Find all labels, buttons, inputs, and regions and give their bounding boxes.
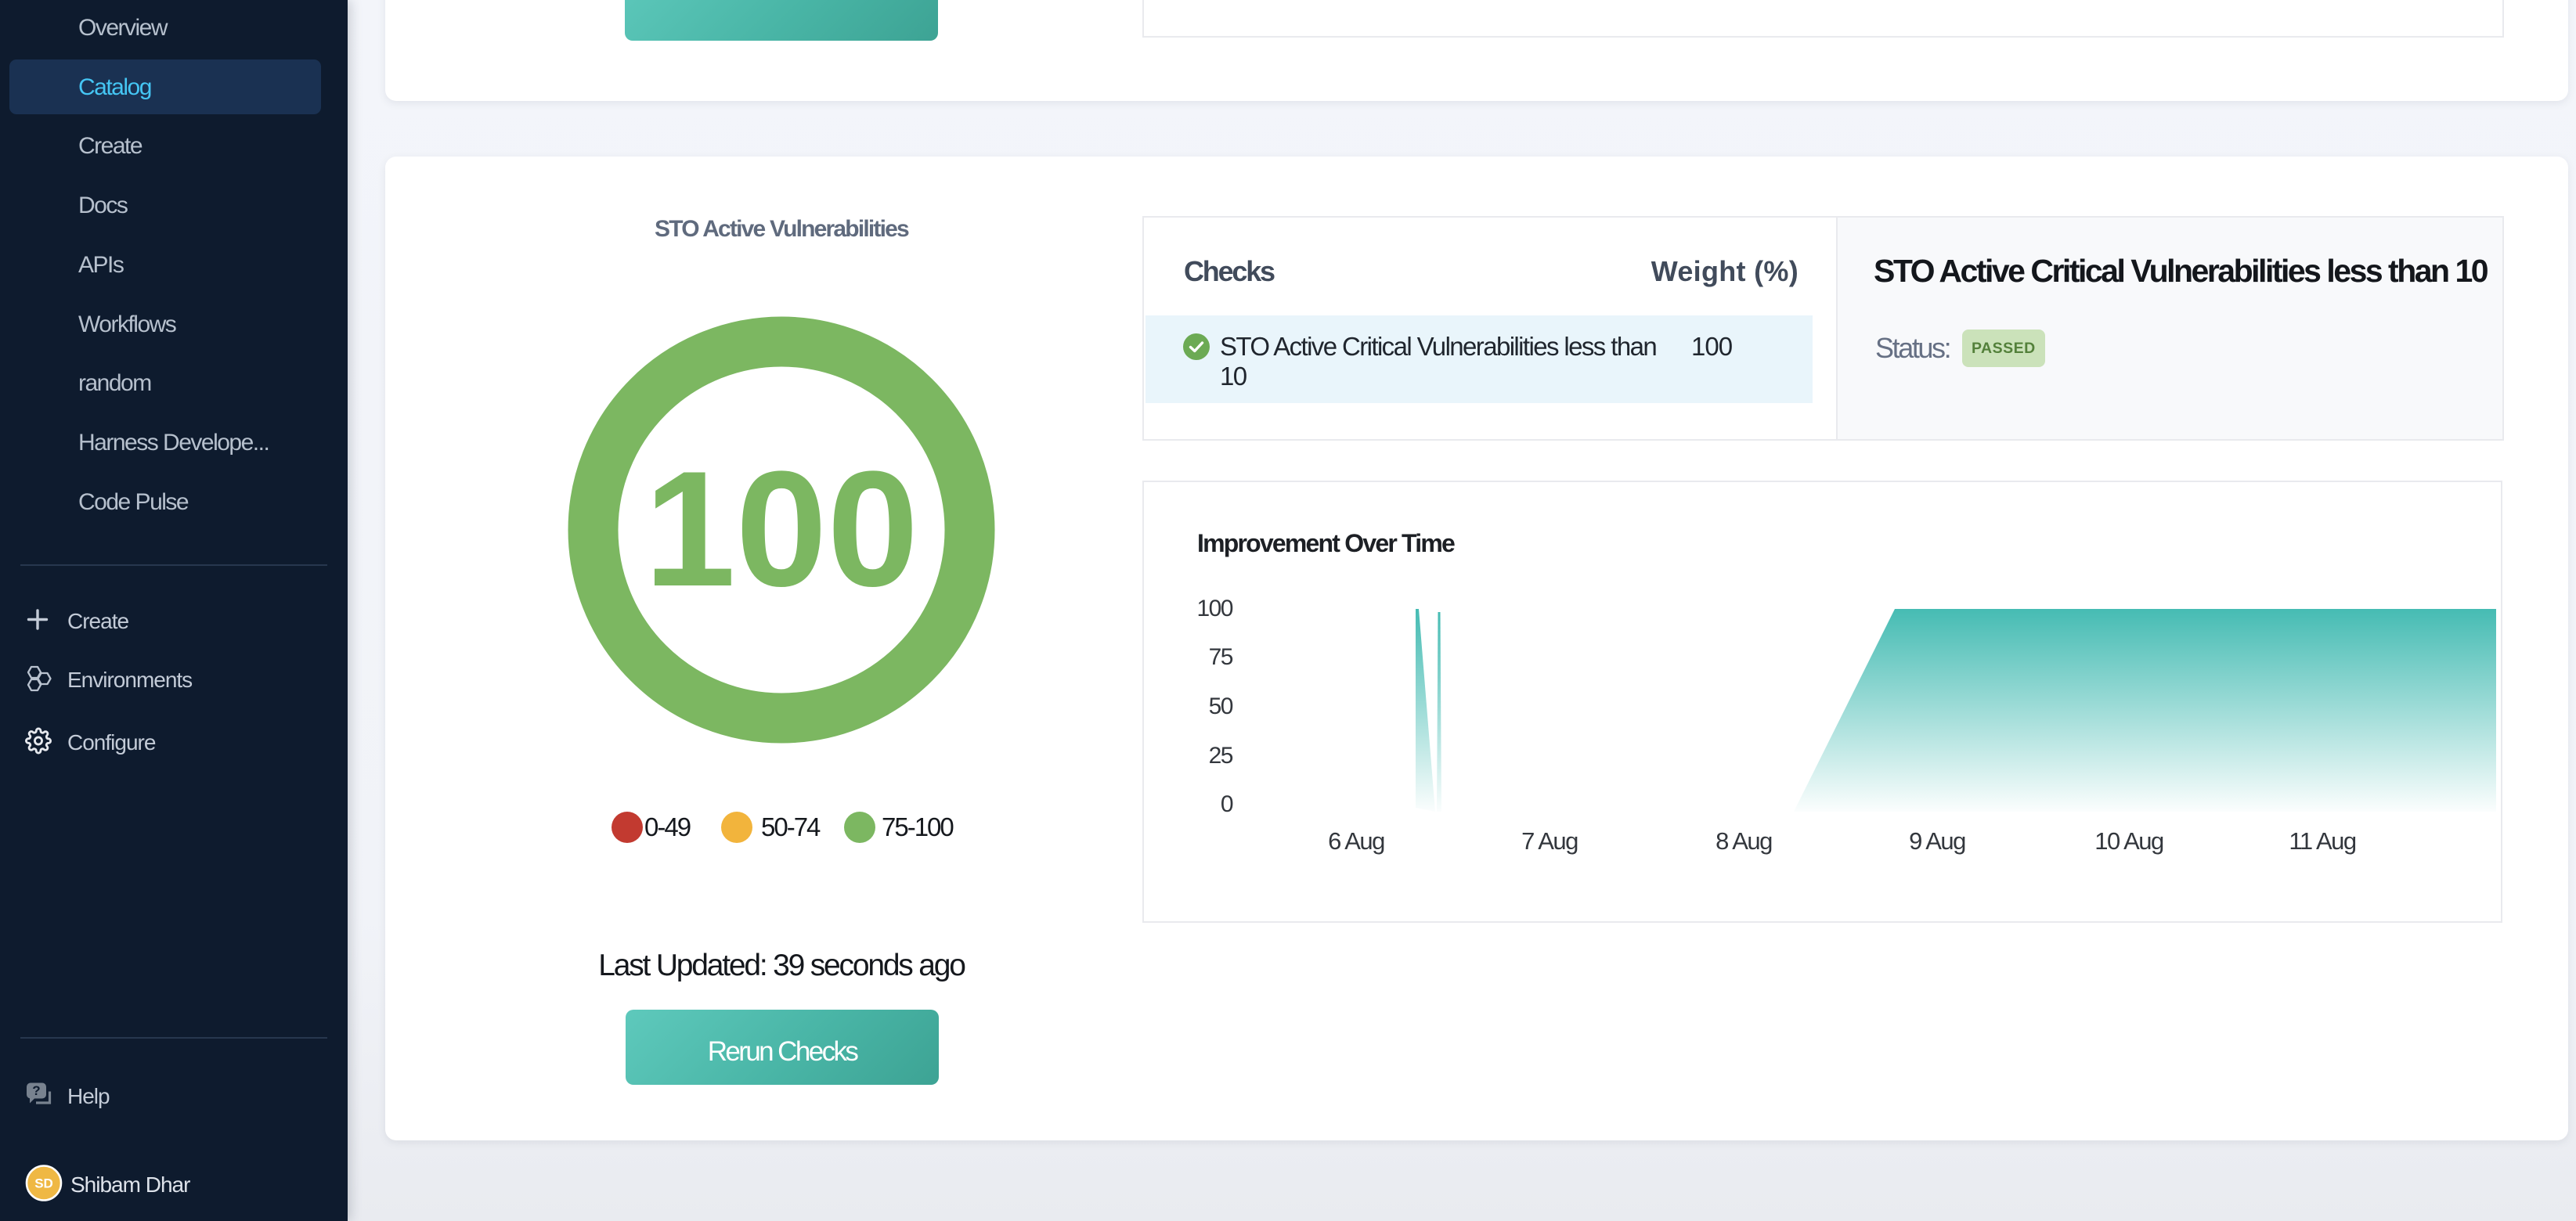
svg-text:?: ? [32, 1083, 40, 1098]
svg-text:SD: SD [34, 1176, 53, 1191]
